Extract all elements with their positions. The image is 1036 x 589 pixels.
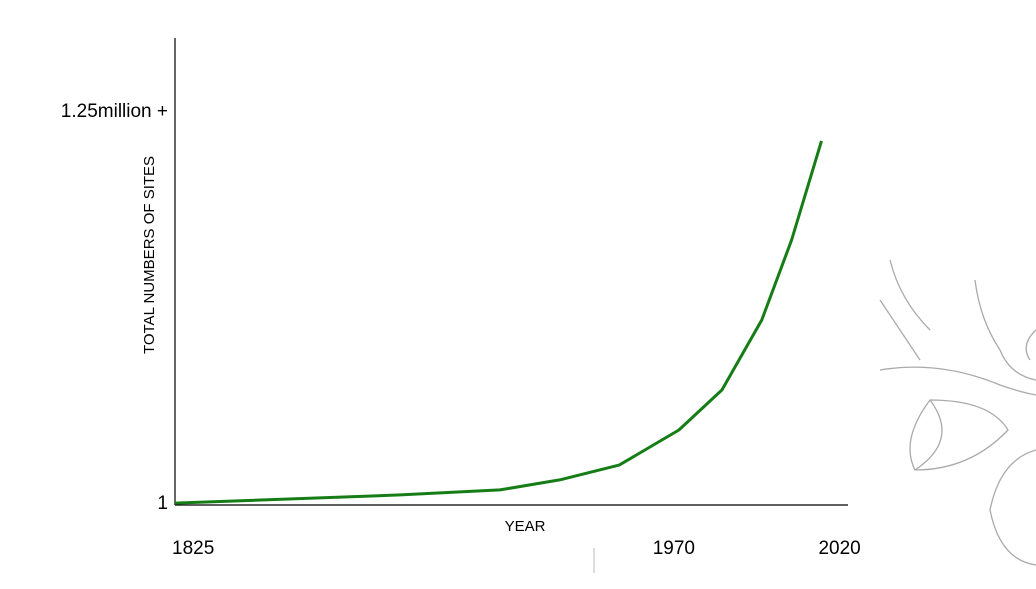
y-axis-title: TOTAL NUMBERS OF SITES	[141, 156, 158, 354]
x-axis-title: YEAR	[505, 518, 546, 535]
leaf-illustration	[879, 259, 1036, 566]
x-tick-label: 2020	[818, 538, 860, 559]
x-tick-label: 1825	[172, 538, 214, 559]
x-tick-label: 1970	[653, 538, 695, 559]
y-tick-label: 1.25million +	[61, 101, 168, 122]
y-tick-label: 1	[157, 493, 168, 514]
data-line	[174, 140, 823, 505]
